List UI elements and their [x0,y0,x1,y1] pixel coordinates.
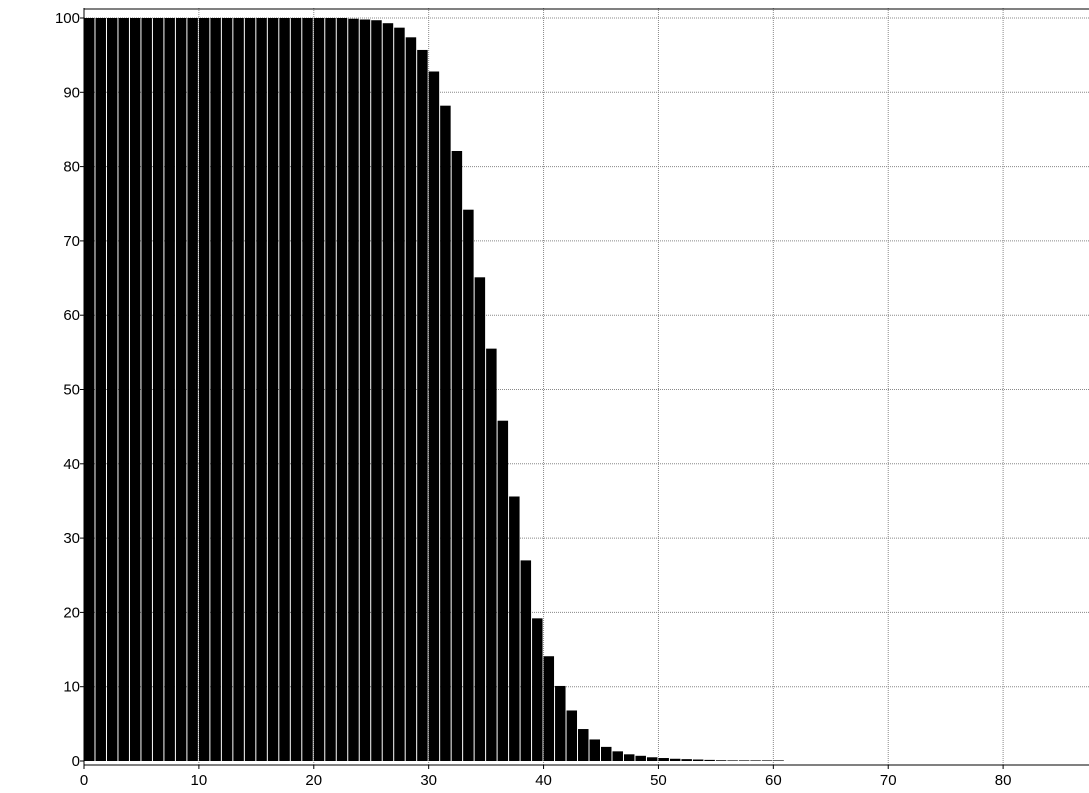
bar [221,18,233,761]
bar [325,18,336,761]
bar [738,760,750,761]
bar [371,20,382,761]
bar [279,18,290,761]
bar [175,18,187,761]
bar [509,496,520,761]
bar [164,18,175,761]
bar [704,759,715,761]
bar [302,18,313,761]
bar [394,27,405,762]
bar [256,18,267,761]
bar [669,758,681,761]
bar [601,746,612,761]
bar [543,656,555,761]
bar [244,18,256,761]
y-tick-label: 30 [63,530,80,547]
bar [290,18,302,761]
y-tick-label: 0 [72,753,80,770]
bar [555,685,566,761]
bar [589,739,600,761]
bar [727,760,738,761]
bar [440,105,451,761]
bar [520,560,532,761]
bar [95,18,106,761]
bar [152,18,164,761]
bar [198,18,210,761]
x-tick-label: 70 [880,772,897,789]
x-tick-label: 30 [420,772,437,789]
bar [532,618,543,761]
x-tick-label: 50 [650,772,667,789]
bar [84,18,95,761]
x-tick-label: 60 [765,772,782,789]
bar [428,71,440,762]
bar [681,759,692,761]
bar [129,18,141,761]
bar [486,348,497,761]
bar [773,760,784,761]
bar [623,754,635,761]
bar [578,729,589,761]
bar [497,420,509,761]
bar [313,18,325,761]
y-tick-label: 60 [63,307,80,324]
bar [382,23,394,762]
bar [463,209,474,762]
bar [233,18,244,761]
axes [83,8,1089,766]
bar [359,19,371,761]
bar [336,18,348,761]
bar [210,18,221,761]
tick-labels: 0102030405060708090100010203040506070809… [55,10,1012,789]
bar [715,760,727,761]
y-tick-label: 20 [63,604,80,621]
x-tick-label: 0 [80,772,88,789]
bar [417,49,428,762]
y-tick-label: 80 [63,159,80,176]
y-tick-label: 100 [55,10,80,27]
y-tick-label: 50 [63,382,80,399]
bar [106,18,118,761]
y-tick-label: 40 [63,456,80,473]
bar [646,757,658,761]
x-tick-label: 40 [535,772,552,789]
bar [118,18,129,761]
bar [474,277,486,761]
bar [692,759,704,761]
bar [267,18,279,761]
gridlines [84,8,1089,765]
bar [750,760,761,761]
bar [612,751,623,761]
x-tick-label: 10 [191,772,208,789]
x-tick-label: 80 [995,772,1012,789]
bar [405,37,417,762]
y-tick-label: 10 [63,679,80,696]
bar [658,758,669,761]
y-tick-label: 70 [63,233,80,250]
y-tick-label: 90 [63,84,80,101]
bar [451,150,463,761]
x-tick-label: 20 [305,772,322,789]
bar [187,18,198,761]
bar [635,755,646,761]
bars [84,18,784,762]
bar [566,710,578,761]
bar [761,760,773,761]
bar [141,18,152,761]
bar [348,18,359,762]
